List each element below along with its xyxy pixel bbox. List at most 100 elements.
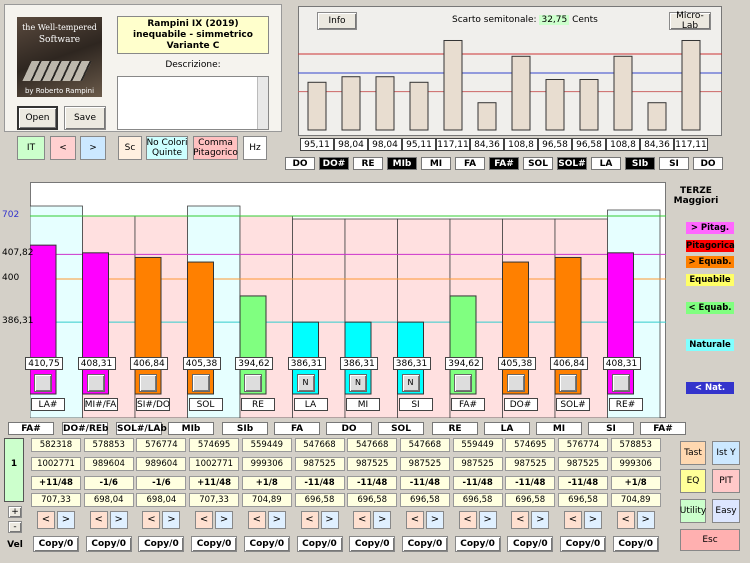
bottom-note-label[interactable]: FA# [640, 422, 686, 435]
no-colori-quinte-button[interactable]: No Colori Quinte [146, 136, 188, 160]
note-key-button[interactable] [34, 374, 52, 392]
note-label[interactable]: FA# [489, 157, 519, 170]
copy-button[interactable]: Copy/0 [191, 536, 238, 552]
note-label[interactable]: SI [659, 157, 689, 170]
note-key-button[interactable] [244, 374, 262, 392]
increment-button[interactable]: > [162, 511, 181, 529]
note-label[interactable]: DO [285, 157, 315, 170]
open-button[interactable]: Open [17, 106, 58, 130]
description-scrollbar[interactable] [257, 77, 268, 129]
copy-button[interactable]: Copy/0 [243, 536, 290, 552]
note-label[interactable]: DO [693, 157, 723, 170]
value-cell: 547668 [399, 438, 450, 452]
note-key-button[interactable] [139, 374, 157, 392]
copy-button[interactable]: Copy/0 [85, 536, 132, 552]
note-key-button[interactable] [506, 374, 525, 392]
increment-button[interactable]: > [320, 511, 339, 529]
info-button[interactable]: Info [317, 12, 357, 30]
bottom-note-label[interactable]: FA# [8, 422, 54, 435]
hz-button[interactable]: Hz [243, 136, 267, 160]
increment-button[interactable]: > [215, 511, 234, 529]
decrement-button[interactable]: < [405, 511, 424, 529]
note-label[interactable]: MI [421, 157, 451, 170]
prev-button[interactable]: < [50, 136, 76, 160]
bottom-note-label[interactable]: DO [326, 422, 372, 435]
decrement-button[interactable]: < [564, 511, 582, 529]
copy-button[interactable]: Copy/0 [560, 536, 606, 552]
copy-button[interactable]: Copy/0 [296, 536, 343, 552]
copy-button[interactable]: Copy/0 [612, 536, 659, 552]
plus-button[interactable]: + [8, 506, 22, 518]
third-bar [502, 261, 529, 395]
eq-button[interactable]: EQ [680, 469, 706, 493]
note-label[interactable]: LA [591, 157, 621, 170]
bottom-note-label[interactable]: MI [536, 422, 582, 435]
copy-button[interactable]: Copy/0 [33, 536, 79, 552]
increment-button[interactable]: > [109, 511, 128, 529]
pit-button[interactable]: PIT [712, 469, 740, 493]
note-label[interactable]: SIb [625, 157, 655, 170]
increment-button[interactable]: > [531, 511, 550, 529]
note-label[interactable]: RE [353, 157, 383, 170]
decrement-button[interactable]: < [195, 511, 214, 529]
decrement-button[interactable]: < [142, 511, 161, 529]
utility-button[interactable]: Utility [680, 499, 706, 523]
copy-button[interactable]: Copy/0 [454, 536, 501, 552]
increment-button[interactable]: > [57, 511, 75, 529]
easy-button[interactable]: Easy [712, 499, 740, 523]
increment-button[interactable]: > [584, 511, 602, 529]
copy-button[interactable]: Copy/0 [507, 536, 554, 552]
copy-button[interactable]: Copy/0 [401, 536, 448, 552]
minus-button[interactable]: - [8, 521, 22, 533]
note-label[interactable]: DO# [319, 157, 349, 170]
microlab-button[interactable]: Micro-Lab [669, 11, 711, 31]
increment-button[interactable]: > [373, 511, 392, 529]
decrement-button[interactable]: < [37, 511, 55, 529]
note-key-button[interactable]: N [296, 374, 315, 392]
row-selector[interactable]: 1 [4, 438, 24, 502]
note-key-button[interactable] [86, 374, 105, 392]
decrement-button[interactable]: < [458, 511, 477, 529]
bottom-note-label[interactable]: SI [588, 422, 634, 435]
bottom-note-label[interactable]: SIb [222, 422, 268, 435]
decrement-button[interactable]: < [616, 511, 635, 529]
bottom-note-label[interactable]: SOL [378, 422, 424, 435]
copy-button[interactable]: Copy/0 [349, 536, 396, 552]
decrement-button[interactable]: < [511, 511, 530, 529]
note-label[interactable]: SOL [523, 157, 553, 170]
bottom-note-label[interactable]: RE [432, 422, 478, 435]
increment-button[interactable]: > [425, 511, 444, 529]
bottom-note-label[interactable]: FA [274, 422, 320, 435]
description-textarea[interactable] [117, 76, 269, 130]
decrement-button[interactable]: < [300, 511, 319, 529]
lang-it-button[interactable]: IT [17, 136, 45, 160]
note-key-button[interactable] [611, 374, 630, 392]
note-key-button[interactable] [191, 374, 210, 392]
note-key-button[interactable]: N [401, 374, 420, 392]
esc-button[interactable]: Esc [680, 529, 740, 551]
bottom-note-label[interactable]: SOL#/LAb [116, 422, 167, 435]
save-button[interactable]: Save [64, 106, 106, 130]
increment-button[interactable]: > [478, 511, 497, 529]
next-button[interactable]: > [80, 136, 106, 160]
copy-button[interactable]: Copy/0 [138, 536, 185, 552]
scarto-value: 32,75 [539, 15, 570, 25]
bottom-note-label[interactable]: LA [484, 422, 530, 435]
note-key-button[interactable] [454, 374, 472, 392]
note-key-button[interactable]: N [349, 374, 367, 392]
isty-button[interactable]: Ist Y [712, 441, 740, 465]
decrement-button[interactable]: < [89, 511, 108, 529]
note-label[interactable]: MIb [387, 157, 417, 170]
note-label[interactable]: FA [455, 157, 485, 170]
bottom-note-label[interactable]: MIb [168, 422, 214, 435]
bottom-note-label[interactable]: DO#/REb [62, 422, 109, 435]
decrement-button[interactable]: < [353, 511, 372, 529]
tast-button[interactable]: Tast [680, 441, 706, 465]
comma-pitagorico-button[interactable]: Comma Pitagorico [193, 136, 238, 160]
note-label[interactable]: SOL# [557, 157, 587, 170]
sc-button[interactable]: Sc [118, 136, 142, 160]
decrement-button[interactable]: < [247, 511, 266, 529]
increment-button[interactable]: > [636, 511, 655, 529]
increment-button[interactable]: > [267, 511, 286, 529]
note-key-button[interactable] [559, 374, 577, 392]
